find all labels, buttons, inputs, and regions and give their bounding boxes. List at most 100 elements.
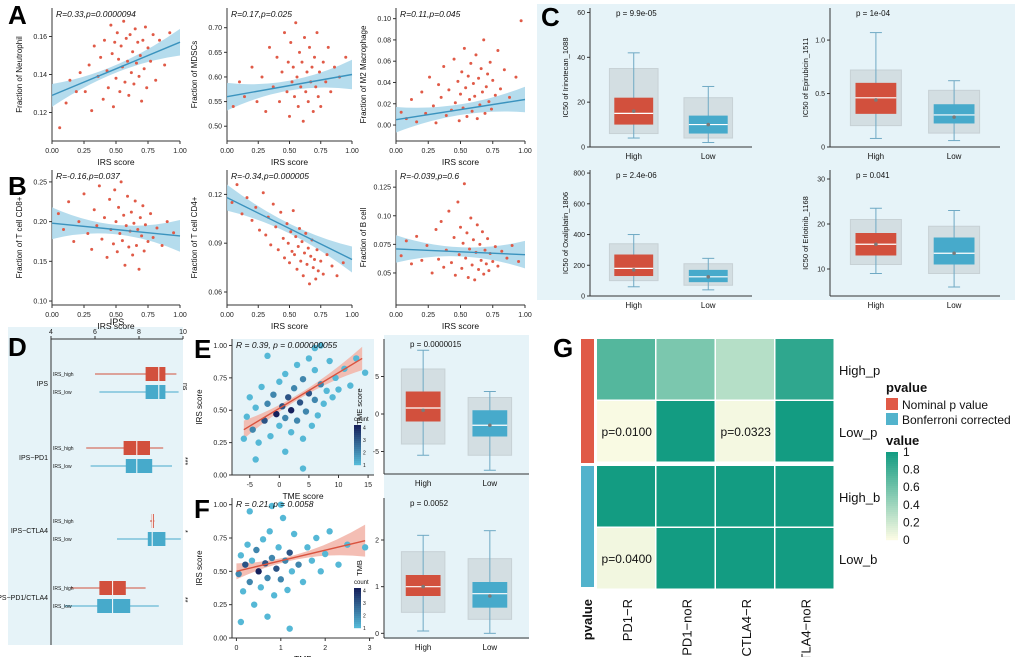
colorbar-swatch <box>886 508 898 511</box>
p-value-annotation: p = 2.4e-06 <box>616 171 657 180</box>
data-point <box>141 38 145 42</box>
data-point <box>493 245 497 249</box>
data-point <box>137 74 141 78</box>
data-point <box>110 52 114 56</box>
data-point <box>313 257 316 261</box>
data-point <box>172 231 176 235</box>
hex-bin-point <box>313 534 320 542</box>
data-point <box>254 205 258 209</box>
hex-bin-point <box>279 514 287 522</box>
data-point <box>134 61 138 65</box>
x-tick-label: 1.00 <box>173 312 187 319</box>
boxplot-c1: 0 20 40 60 IC50 of Irinotecan_1088 p = 9.9e-0… <box>561 8 752 161</box>
data-point <box>255 100 259 104</box>
count-legend-tick: 4 <box>363 426 366 432</box>
data-point <box>447 88 451 92</box>
data-point <box>165 220 169 224</box>
hex-bin-point <box>308 557 316 564</box>
y-tick-label: 0.075 <box>373 242 391 249</box>
count-legend-swatch <box>354 447 361 450</box>
count-legend-swatch <box>354 606 361 609</box>
scatter-b2: 0.00 0.25 0.50 0.75 1.00 0.06 0.09 0.12 IRS scor… <box>190 170 359 331</box>
data-point <box>113 40 117 44</box>
data-point <box>285 222 289 226</box>
data-point <box>143 223 147 227</box>
data-point <box>477 76 481 80</box>
group-label: IPS−PD1/CTLA4 <box>0 595 48 602</box>
data-point <box>245 196 249 200</box>
y-tick-label: 2 <box>375 538 379 545</box>
colorbar-swatch <box>886 492 898 495</box>
hex-bin-point <box>290 385 298 392</box>
data-point <box>514 75 518 79</box>
hex-bin-point <box>293 417 301 424</box>
colorbar-swatch <box>886 452 898 455</box>
y-tick-label: 0.00 <box>213 636 227 643</box>
y-tick-label: 800 <box>573 171 585 178</box>
colorbar-swatch <box>886 454 898 457</box>
hex-bin-point <box>258 383 265 391</box>
data-point <box>303 36 306 40</box>
mean-point <box>488 423 492 428</box>
hex-bin-point <box>237 618 245 626</box>
data-point <box>475 223 479 227</box>
x-tick-label: -5 <box>247 482 253 489</box>
data-point <box>462 46 466 50</box>
data-point <box>483 248 487 252</box>
data-point <box>128 33 132 37</box>
data-point <box>484 262 488 266</box>
hex-bin-point <box>285 394 292 401</box>
y-tick-label: 200 <box>573 263 585 270</box>
count-legend-title: count <box>354 580 369 586</box>
count-legend-swatch <box>354 608 361 611</box>
x-tick-label: 8 <box>137 329 141 336</box>
data-point <box>78 71 82 75</box>
x-tick-label: 0.50 <box>454 148 468 155</box>
x-category-label: High <box>626 152 642 161</box>
x-tick-label: 0.25 <box>77 148 91 155</box>
hex-bin-point <box>255 568 262 575</box>
data-point <box>479 258 483 262</box>
data-point <box>437 257 441 261</box>
x-category-label: High <box>868 301 884 310</box>
hex-bin-point <box>332 374 339 382</box>
data-point <box>482 272 486 276</box>
data-point <box>330 264 334 268</box>
significance-label: * <box>181 530 188 533</box>
colorbar-tick: 0.8 <box>903 463 920 477</box>
data-point <box>124 36 128 40</box>
column-label: CTLA4−noR <box>798 599 813 657</box>
x-tick-label: 0.50 <box>283 148 297 155</box>
data-point <box>56 212 60 216</box>
data-point <box>473 94 477 98</box>
x-tick-label: 1.00 <box>518 148 532 155</box>
column-label: PD1−noR <box>679 599 694 656</box>
hex-bin-point <box>273 410 280 418</box>
data-point <box>291 209 295 213</box>
count-legend-swatch <box>354 441 361 444</box>
data-point <box>465 115 469 119</box>
y-tick-label: 0.12 <box>33 110 47 117</box>
data-point <box>123 80 127 84</box>
confidence-band <box>52 28 180 107</box>
data-point <box>309 254 313 258</box>
count-legend-swatch <box>354 618 361 621</box>
panel-label-f: F <box>194 494 210 524</box>
x-axis-label: IRS score <box>271 157 309 167</box>
hex-bin-point <box>288 568 296 575</box>
hex-bin-point <box>257 584 265 591</box>
data-point <box>306 246 310 250</box>
y-axis-label: Fraction of T cell CD8+ <box>15 196 24 278</box>
data-point <box>99 55 103 59</box>
count-legend-tick: 1 <box>363 463 366 469</box>
legend-swatch <box>886 413 898 425</box>
fit-line <box>236 539 366 573</box>
y-tick-label: 0.10 <box>377 213 391 220</box>
y-axis-label: Fraction of MDSCs <box>190 41 199 109</box>
x-tick-label: 1.00 <box>518 312 532 319</box>
series-label: IRS_high <box>53 519 74 525</box>
x-category-label: Low <box>947 152 962 161</box>
legend-label: Nominal p value <box>902 398 988 412</box>
x-tick-label: 4 <box>49 329 53 336</box>
data-point <box>250 65 254 69</box>
